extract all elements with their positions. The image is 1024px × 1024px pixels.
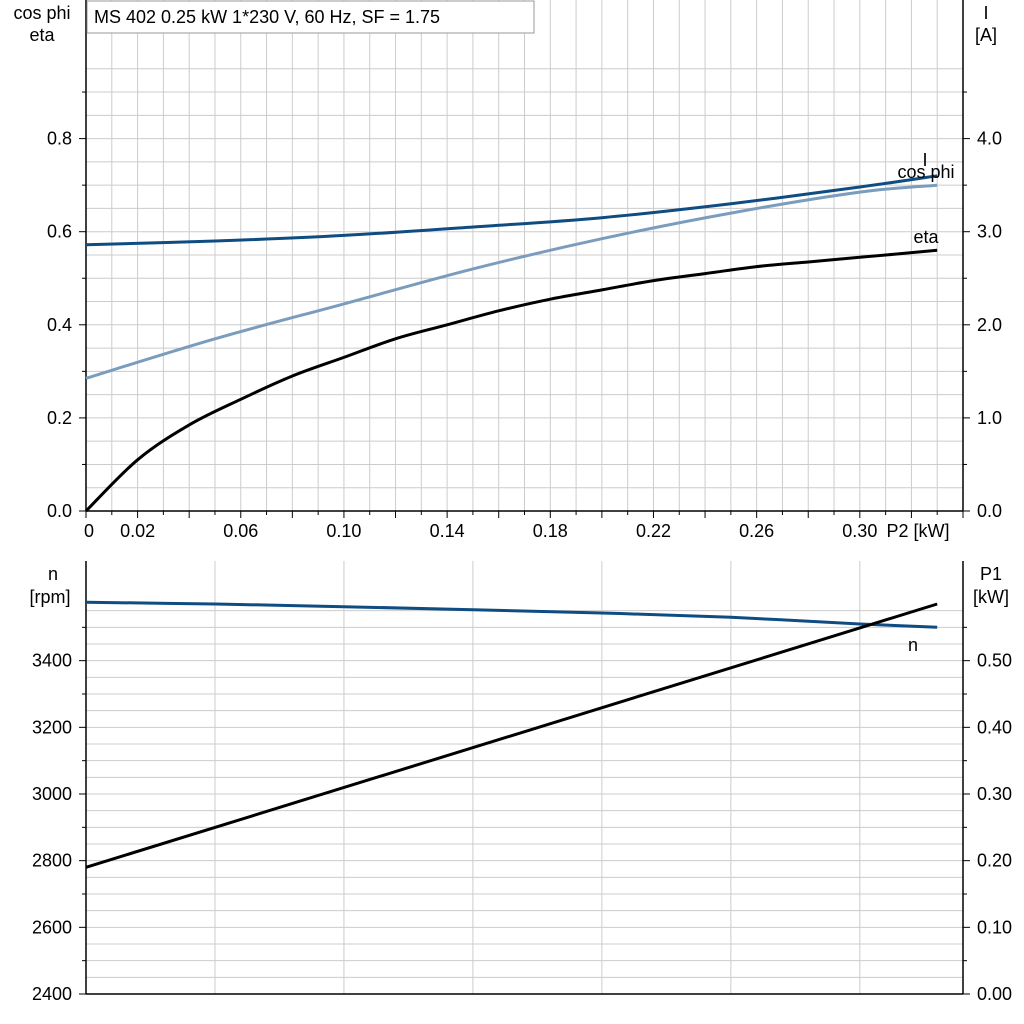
x-tick-label: 0.14 xyxy=(430,521,465,541)
series-label-eta: eta xyxy=(913,227,939,247)
chart-title: MS 402 0.25 kW 1*230 V, 60 Hz, SF = 1.75 xyxy=(94,7,440,27)
y-left-tick-label: 3000 xyxy=(32,784,72,804)
y-right-tick-label: 0.50 xyxy=(977,651,1012,671)
y-left-label-cosphi: cos phi xyxy=(13,3,70,23)
y-left-tick-label: 2600 xyxy=(32,917,72,937)
y-right-tick-label: 0.40 xyxy=(977,717,1012,737)
y-left-tick-label: 3200 xyxy=(32,717,72,737)
y-right-tick-label: 0.20 xyxy=(977,851,1012,871)
x-tick-label: 0.26 xyxy=(739,521,774,541)
y-right-tick-label: 3.0 xyxy=(977,222,1002,242)
y-right-label-I: I xyxy=(983,3,988,23)
y-left-tick-label: 0.6 xyxy=(47,222,72,242)
y-left-tick-label: 0.8 xyxy=(47,129,72,149)
series-line-n xyxy=(85,600,938,629)
y-right-tick-label: 0.0 xyxy=(977,501,1002,521)
bottom-grid xyxy=(86,561,963,994)
y-right-tick-label: 0.30 xyxy=(977,784,1012,804)
x-tick-label: 0.10 xyxy=(326,521,361,541)
y-right-tick-label: 4.0 xyxy=(977,129,1002,149)
x-tick-label: 0.06 xyxy=(223,521,258,541)
y-left-tick-label: 0.0 xyxy=(47,501,72,521)
series-label-n: n xyxy=(908,635,918,655)
y-right-tick-label: 1.0 xyxy=(977,408,1002,428)
y-right-label-kW: [kW] xyxy=(973,587,1009,607)
y-right-tick-label: 0.10 xyxy=(977,917,1012,937)
x-tick-label: 0 xyxy=(84,521,94,541)
x-tick-label: 0.18 xyxy=(533,521,568,541)
x-axis-label: P2 [kW] xyxy=(886,521,949,541)
y-left-tick-label: 0.2 xyxy=(47,408,72,428)
series-label-cosphi: cos phi xyxy=(897,162,954,182)
series-label-I: I xyxy=(922,150,927,170)
title-box xyxy=(86,0,535,34)
y-left-tick-label: 3400 xyxy=(32,651,72,671)
y-left-tick-label: 2800 xyxy=(32,851,72,871)
x-tick-label: 0.02 xyxy=(120,521,155,541)
y-left-tick-label: 2400 xyxy=(32,984,72,1004)
series-line-I xyxy=(85,174,938,247)
y-right-tick-label: 0.00 xyxy=(977,984,1012,1004)
series-line-cos-phi xyxy=(85,183,938,380)
series-line-eta xyxy=(84,248,938,513)
x-tick-label: 0.22 xyxy=(636,521,671,541)
y-left-label-n: n xyxy=(48,564,58,584)
y-right-label-unit: [A] xyxy=(975,25,997,45)
x-tick-label: 0.30 xyxy=(842,521,877,541)
y-left-tick-label: 0.4 xyxy=(47,315,72,335)
y-right-label-P1: P1 xyxy=(980,564,1002,584)
top-grid xyxy=(86,0,963,511)
series-line-P1 xyxy=(85,602,938,869)
y-right-tick-label: 2.0 xyxy=(977,315,1002,335)
y-left-label-rpm: [rpm] xyxy=(29,587,70,607)
y-left-label-eta: eta xyxy=(29,25,55,45)
